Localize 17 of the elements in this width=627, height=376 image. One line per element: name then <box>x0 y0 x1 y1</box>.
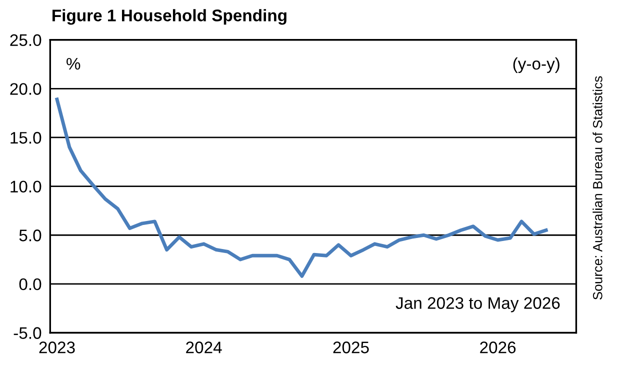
y-tick-label: 20.0 <box>10 83 42 95</box>
y-tick-label: 25.0 <box>10 34 42 46</box>
y-tick-label: 0.0 <box>19 278 42 290</box>
annotation: (y-o-y) <box>513 57 560 73</box>
x-tick-label: 2026 <box>480 342 516 354</box>
chart-title: Figure 1 Household Spending <box>52 9 286 25</box>
y-tick-label: -5.0 <box>14 327 42 339</box>
annotation: Jan 2023 to May 2026 <box>396 297 560 312</box>
y-tick-label: 15.0 <box>10 132 42 144</box>
x-tick-label: 2025 <box>333 342 369 354</box>
x-tick-label: 2023 <box>39 342 75 354</box>
y-tick-label: 5.0 <box>19 230 42 242</box>
source-note: Source: Australian Bureau of Statistics <box>592 76 602 300</box>
y-tick-label: 10.0 <box>10 180 42 193</box>
annotation: % <box>66 58 80 70</box>
x-tick-label: 2024 <box>186 342 222 354</box>
line-series <box>55 98 548 278</box>
